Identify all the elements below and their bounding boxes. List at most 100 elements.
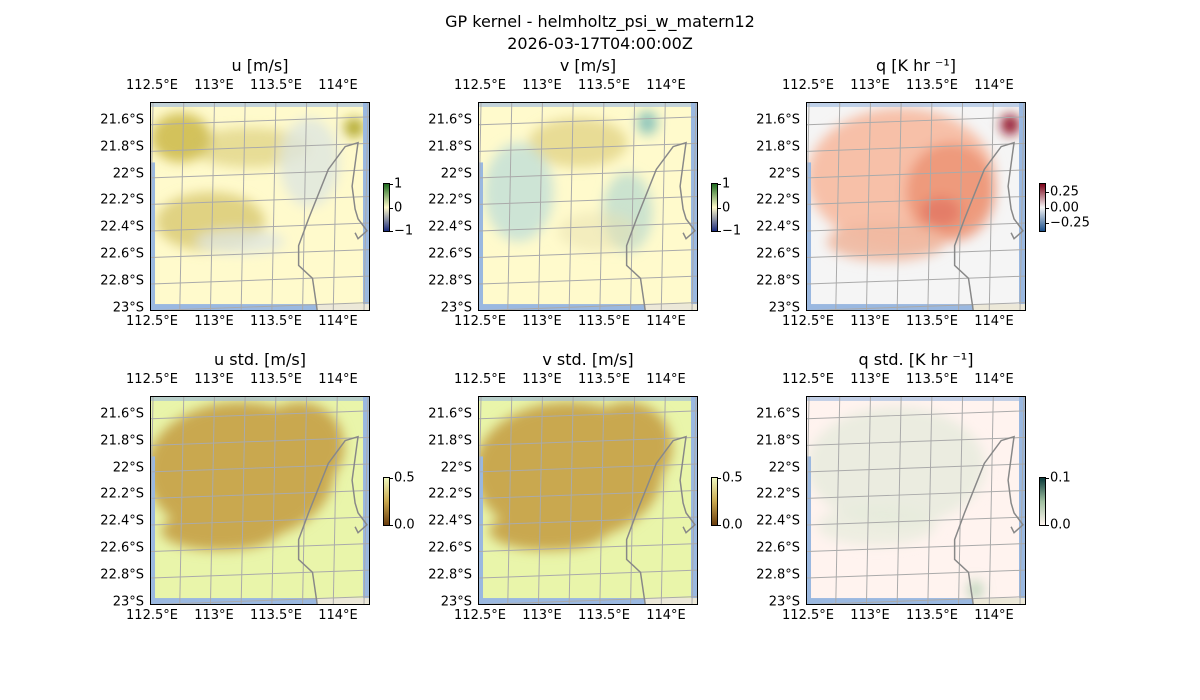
gridline-lon: [568, 103, 574, 310]
lat-tick-label: 22.4°S: [756, 513, 800, 529]
gridline-lat: [807, 436, 1025, 446]
colorbar-tick-label: −0.25: [1050, 215, 1090, 231]
land-edge: [973, 304, 1025, 310]
gridline-lon: [332, 103, 338, 310]
lon-tick-label-bottom: 113°E: [850, 608, 890, 623]
lat-tick-label: 21.8°S: [100, 139, 144, 155]
lon-tick-label-bottom: 114°E: [646, 314, 686, 329]
gridline-lon: [988, 397, 994, 604]
lat-tick-label: 21.6°S: [100, 112, 144, 128]
gridline-lat: [479, 249, 697, 259]
lon-tick-label-bottom: 112.5°E: [454, 608, 506, 623]
coastline: [297, 435, 368, 604]
gridline-lon: [660, 397, 666, 604]
gridline-lat: [151, 463, 369, 473]
colorbar-tick-label: 0.5: [722, 470, 743, 486]
land-edge: [645, 598, 697, 604]
lon-tick-label-bottom: 113°E: [850, 314, 890, 329]
lon-tick-label-top: 112.5°E: [454, 78, 506, 93]
gridline-lon: [151, 103, 154, 236]
map-v_std: [478, 396, 698, 605]
lat-tick-label: 22.8°S: [428, 567, 472, 583]
lon-tick-label-bottom: 114°E: [318, 608, 358, 623]
gridline-lat: [151, 169, 369, 179]
lon-tick-label-bottom: 113°E: [194, 608, 234, 623]
lon-tick-label-bottom: 114°E: [974, 314, 1014, 329]
gridline-lon: [691, 103, 697, 310]
lat-tick-label: 23°S: [112, 594, 144, 610]
colorbar-tick-label: 0.0: [722, 517, 743, 533]
field-blob: [160, 510, 280, 551]
lat-tick-label: 22.8°S: [100, 273, 144, 289]
gridline-lon: [835, 397, 841, 604]
gridline-lon: [958, 397, 964, 604]
colorbar: [383, 477, 390, 526]
lat-tick-label: 22.6°S: [756, 540, 800, 556]
gridline-lon: [537, 103, 543, 310]
lon-tick-label-bottom: 114°E: [646, 608, 686, 623]
coastline: [625, 141, 696, 310]
gridline-lon: [271, 397, 277, 604]
lon-tick-label-top: 113.5°E: [906, 372, 958, 387]
gridline-lon: [363, 397, 369, 604]
lon-tick-label-top: 112.5°E: [126, 78, 178, 93]
lon-tick-label-top: 114°E: [318, 78, 358, 93]
colorbar-tick-label: 0: [394, 200, 403, 215]
lon-tick-label-top: 112.5°E: [454, 372, 506, 387]
lat-tick-label: 23°S: [440, 300, 472, 316]
gridline-lat: [151, 543, 369, 553]
gridline-lon: [691, 397, 697, 604]
ocean-edge: [151, 456, 156, 604]
lat-tick-label: 22.4°S: [100, 219, 144, 235]
panel-title: v [m/s]: [559, 56, 617, 75]
gridline-lon: [1019, 103, 1025, 310]
lon-tick-label-top: 112.5°E: [126, 372, 178, 387]
ocean-edge: [479, 304, 646, 310]
gridline-lon: [835, 103, 841, 310]
lon-tick-label-top: 113°E: [194, 78, 234, 93]
lat-tick-label: 21.6°S: [428, 406, 472, 422]
panel-u: u [m/s] 112.5°E 112.5°E 113°E 113°E 113.5°E 11…: [100, 56, 413, 329]
land-edge: [645, 304, 697, 310]
colorbar-tick-label: 1: [394, 176, 403, 192]
lon-tick-label-top: 113.5°E: [578, 372, 630, 387]
lon-tick-label-top: 113.5°E: [906, 78, 958, 93]
gridline-lon: [151, 397, 154, 530]
lon-tick-label-bottom: 113°E: [522, 314, 562, 329]
colorbar-tick-label: 0.0: [394, 517, 415, 533]
lat-tick-label: 22.4°S: [756, 219, 800, 235]
gridline-lat: [807, 463, 1025, 473]
gridline-lat: [479, 222, 697, 232]
panel-v_std: v std. [m/s] 112.5°E 112.5°E 113°E 113°E 113.…: [428, 350, 742, 623]
colorbar-tick-label: 0.1: [1050, 470, 1071, 486]
gridline-lat: [807, 116, 1025, 126]
ocean-edge: [807, 304, 974, 310]
ocean-edge: [479, 456, 484, 604]
ocean-edge: [151, 103, 369, 107]
gridline-lon: [363, 103, 369, 310]
lat-tick-label: 22.6°S: [428, 246, 472, 262]
gridline-lon: [896, 397, 902, 604]
coastline: [953, 141, 1024, 310]
panel-title: q [K hr ⁻¹]: [876, 56, 956, 75]
gridline-lat: [479, 516, 697, 526]
gridline-lon: [209, 103, 215, 310]
gridline-lon: [599, 103, 605, 310]
gridline-lon: [479, 397, 482, 530]
lon-tick-label-top: 114°E: [646, 372, 686, 387]
gridline-lon: [537, 397, 543, 604]
gridline-lat: [153, 596, 369, 604]
lon-tick-label-top: 113.5°E: [250, 372, 302, 387]
map-q: [806, 102, 1026, 311]
lat-tick-label: 22°S: [440, 460, 472, 476]
lat-tick-label: 22°S: [440, 166, 472, 182]
map-u: [150, 102, 370, 311]
panel-q: q [K hr ⁻¹] 112.5°E 112.5°E 113°E 113°E 113.5…: [756, 56, 1090, 329]
lon-tick-label-bottom: 113.5°E: [578, 608, 630, 623]
lat-tick-label: 21.6°S: [428, 112, 472, 128]
gridline-lat: [807, 569, 1025, 579]
gridline-lon: [1019, 397, 1025, 604]
gridline-lat: [807, 222, 1025, 232]
map-v: [478, 102, 698, 311]
lat-tick-label: 22°S: [768, 166, 800, 182]
